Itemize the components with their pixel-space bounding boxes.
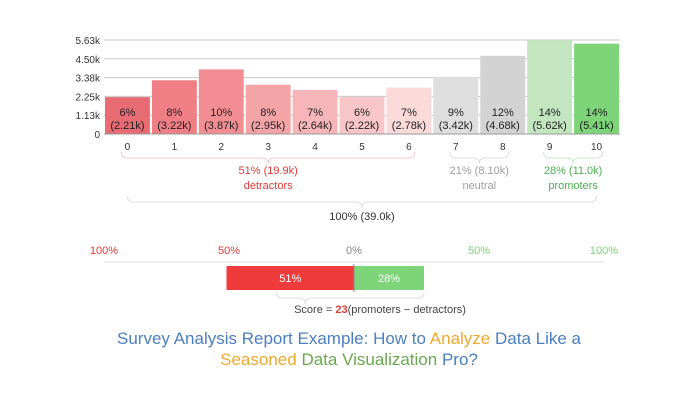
histogram-bar [574, 43, 619, 134]
title-segment: How to [373, 329, 430, 348]
x-tick-label: 3 [265, 142, 271, 153]
bar-data-label: (2.21k) [110, 120, 144, 132]
histogram-bar [339, 96, 385, 134]
bar-data-label: (3.87k) [204, 120, 238, 132]
bar-data-label: (5.62k) [533, 120, 567, 132]
score-axis-label: 50% [218, 245, 240, 257]
title-segment: Seasoned [220, 350, 302, 369]
title-segment: Pro? [441, 350, 478, 369]
total-brace [126, 195, 598, 209]
x-tick-label: 7 [453, 142, 459, 153]
bar-data-label: (5.41k) [579, 120, 613, 132]
title-segment: Analyze [429, 329, 495, 348]
bar-data-label: (4.68k) [486, 120, 520, 132]
group-brace [449, 151, 510, 165]
x-tick-label: 2 [218, 142, 224, 153]
bar-data-label: (2.22k) [345, 120, 379, 132]
bar-data-label: 7% [401, 107, 417, 119]
score-axis-label: 100% [90, 245, 118, 257]
group-label: neutral [462, 180, 496, 192]
score-axis-label: 0% [346, 245, 362, 257]
y-tick-label: 5.63k [76, 36, 101, 47]
score-bar-segment [354, 266, 424, 290]
score-brace [276, 291, 425, 305]
score-bar-label: 28% [378, 273, 400, 285]
group-label: 51% (19.9k) [239, 165, 298, 177]
histogram-bar [198, 69, 244, 134]
bar-data-label: 8% [166, 107, 182, 119]
bar-data-label: 9% [448, 107, 464, 119]
bar-data-label: 14% [586, 107, 608, 119]
y-tick-label: 3.38k [76, 74, 101, 85]
bar-data-label: 12% [492, 107, 514, 119]
histogram-bar [386, 87, 432, 134]
title-segment: Survey Analysis Report Example: [117, 329, 374, 348]
x-tick-label: 9 [547, 142, 553, 153]
bar-data-label: (2.78k) [392, 120, 426, 132]
y-tick-label: 1.13k [76, 111, 101, 122]
total-label: 100% (39.0k) [329, 211, 394, 223]
group-label: 28% (11.0k) [544, 165, 603, 177]
bar-data-label: 10% [210, 107, 232, 119]
histogram-bar [105, 97, 150, 134]
histogram-bar [527, 40, 573, 134]
y-tick-label: 0 [94, 130, 100, 141]
score-bar-segment [226, 266, 354, 290]
x-tick-label: 4 [312, 142, 318, 153]
bar-data-label: 8% [260, 107, 276, 119]
x-tick-label: 1 [172, 142, 178, 153]
group-brace [543, 151, 604, 165]
title-segment: Data Visualization [301, 350, 442, 369]
y-tick-label: 4.50k [76, 55, 101, 66]
x-tick-label: 8 [500, 142, 506, 153]
bar-data-label: (2.64k) [298, 120, 332, 132]
page-title: Survey Analysis Report Example: How to A… [0, 328, 698, 370]
histogram-bar [151, 80, 197, 134]
bar-data-label: 6% [354, 107, 370, 119]
score-axis-label: 100% [590, 245, 618, 257]
x-tick-label: 0 [125, 142, 131, 153]
score-bar-label: 51% [279, 273, 301, 285]
bar-data-label: (3.42k) [439, 120, 473, 132]
histogram-bar [245, 84, 291, 134]
bar-data-label: 7% [307, 107, 323, 119]
score-text: Score = 23(promoters − detractors) [294, 304, 466, 316]
x-tick-label: 10 [591, 142, 603, 153]
bar-data-label: 14% [539, 107, 561, 119]
x-tick-label: 5 [359, 142, 365, 153]
title-segment: Data Like a [494, 329, 581, 348]
group-label: detractors [244, 180, 293, 192]
y-tick-label: 2.25k [76, 92, 101, 103]
bar-data-label: 6% [120, 107, 136, 119]
title-line-1: Survey Analysis Report Example: How to A… [0, 328, 698, 349]
group-brace [120, 151, 416, 165]
title-line-2: Seasoned Data Visualization Pro? [0, 349, 698, 370]
histogram-bar [433, 76, 479, 134]
group-label: 21% (8.10k) [450, 165, 509, 177]
bar-data-label: (3.22k) [157, 120, 191, 132]
histogram-bar [292, 89, 338, 134]
nps-chart: 5.63k4.50k3.38k2.25k1.13k06%(2.21k)08%(3… [76, 36, 620, 316]
histogram-bar [480, 55, 526, 134]
x-tick-label: 6 [406, 142, 412, 153]
bar-data-label: (2.95k) [251, 120, 285, 132]
score-axis-label: 50% [468, 245, 490, 257]
group-label: promoters [548, 180, 598, 192]
